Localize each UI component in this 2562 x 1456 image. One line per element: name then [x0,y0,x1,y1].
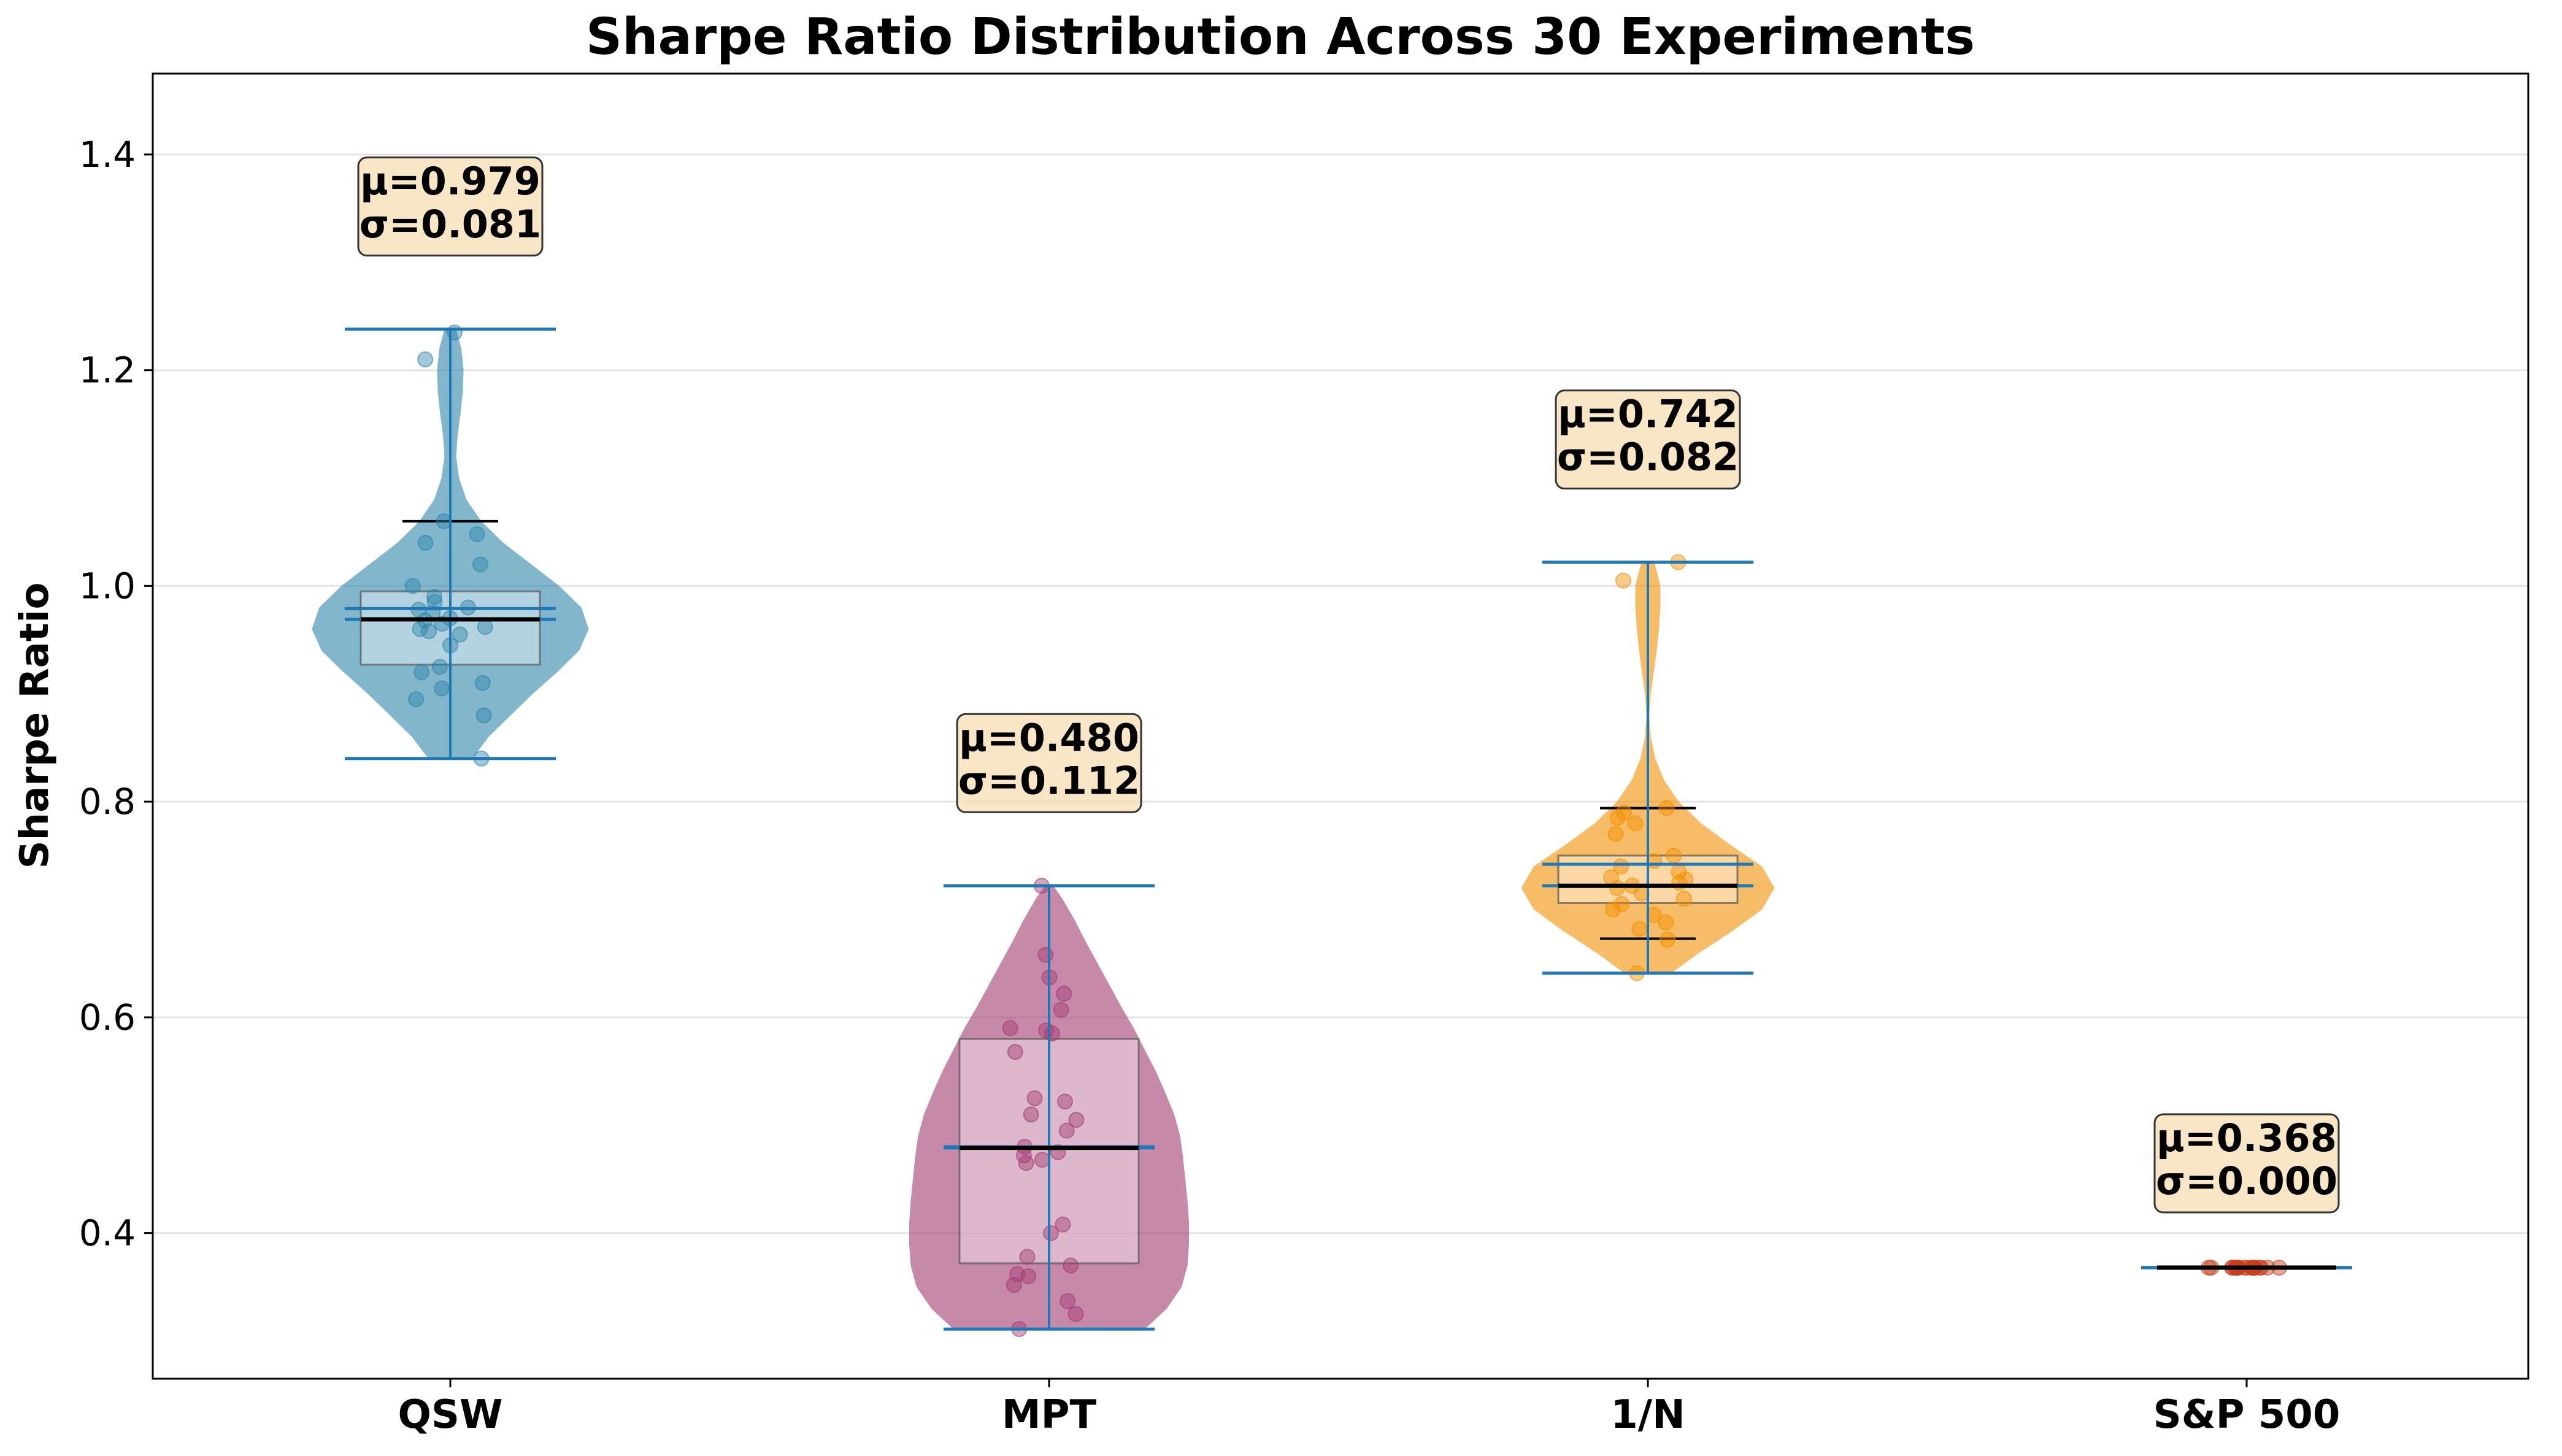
y-tick-label: 0.8 [79,781,136,822]
stats-mean-label: μ=0.979 [360,159,540,204]
stats-annotation-box [1555,389,1741,490]
x-tick-label: S&P 500 [2153,1392,2341,1438]
data-point [1671,864,1687,880]
data-point [1068,1306,1084,1322]
data-point [1627,815,1644,832]
data-point [1037,946,1054,963]
data-point [1609,810,1626,826]
data-point [412,621,428,637]
data-point [1056,986,1072,1002]
chart-title: Sharpe Ratio Distribution Across 30 Expe… [586,8,1975,66]
data-point [1055,1216,1071,1233]
data-point [1666,848,1682,864]
data-point [408,691,425,708]
y-axis-label: Sharpe Ratio [12,583,58,869]
data-point [434,680,450,697]
data-point [472,556,488,573]
data-point [414,664,430,681]
plot-frame [152,72,2529,1380]
data-point [1068,1111,1085,1128]
data-point [1614,896,1630,913]
data-point [1675,891,1692,907]
annotations: μ=0.979σ=0.081μ=0.480σ=0.112μ=0.742σ=0.0… [357,156,2340,1214]
data-point [432,659,448,675]
data-point [1038,1022,1055,1038]
data-point [477,619,493,635]
data-point [1058,1122,1075,1139]
y-tick-label: 1.2 [79,350,136,391]
x-tick-label: MPT [1002,1392,1097,1438]
y-axis-ticks: 0.4 0.6 0.8 1.0 1.2 1.4 [79,134,153,1254]
stats-std-label: σ=0.082 [1557,435,1739,480]
data-point [1023,1106,1039,1123]
data-point [1056,1094,1073,1110]
y-tick-label: 0.6 [79,997,136,1038]
stats-annotation-box [357,156,544,257]
data-point [1658,800,1675,816]
data-point [1002,1020,1018,1036]
x-axis-ticks: QSW MPT 1/N S&P 500 [398,1379,2340,1438]
data-point [1007,1044,1023,1060]
data-point [404,578,421,594]
data-point [1607,826,1624,842]
data-point [1060,1293,1076,1309]
data-point [426,588,443,605]
stats-std-label: σ=0.000 [2156,1159,2337,1203]
stats-mean-label: μ=0.742 [1558,392,1738,437]
data-point [1026,1090,1043,1106]
data-point [474,675,491,691]
data-point [1645,906,1662,923]
data-point [1034,1151,1050,1168]
x-tick-label: 1/N [1610,1392,1685,1438]
y-tick-label: 1.4 [79,134,136,175]
data-point [417,351,434,368]
data-point [1658,914,1674,931]
y-tick-label: 0.4 [79,1213,136,1254]
stats-std-label: σ=0.081 [360,202,541,247]
x-tick-label: QSW [398,1392,502,1438]
data-point [1615,572,1632,589]
stats-std-label: σ=0.112 [958,758,1140,803]
data-point [469,526,485,542]
data-point [1605,901,1621,918]
data-point [1009,1266,1026,1282]
data-point [475,707,492,724]
data-point [417,535,434,551]
data-point [1019,1249,1036,1265]
data-point [1660,932,1676,948]
y-tick-label: 1.0 [79,565,136,607]
data-point [1053,1002,1069,1018]
stats-mean-label: μ=0.480 [959,715,1139,760]
data-point [1631,921,1648,937]
data-point [1615,804,1632,821]
stats-mean-label: μ=0.368 [2156,1116,2337,1160]
data-point [1042,1225,1059,1241]
data-point [452,626,468,643]
stats-annotation-box [956,713,1142,813]
violin-stat-lines [345,328,2352,1331]
data-point [1063,1257,1079,1274]
data-point [1612,858,1629,875]
stats-annotation-box [2153,1113,2340,1214]
